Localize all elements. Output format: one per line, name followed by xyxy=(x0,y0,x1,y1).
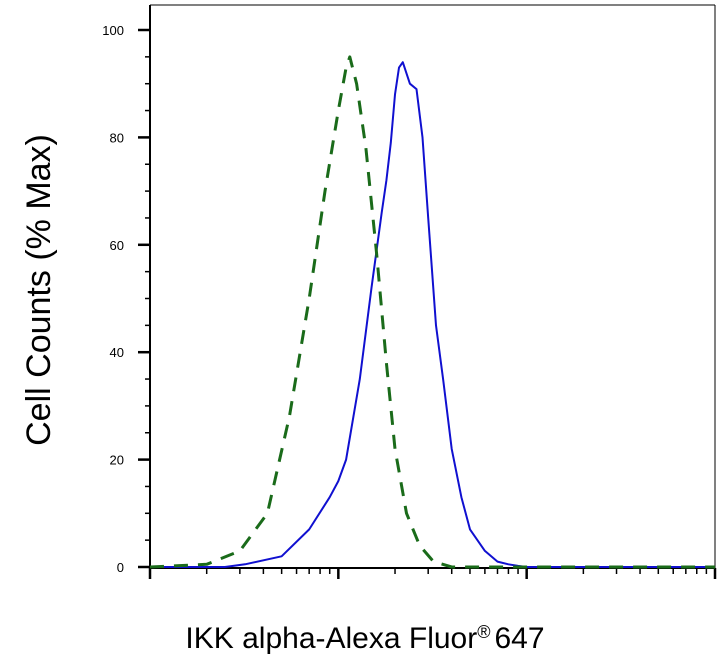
x-axis-title-suffix: 647 xyxy=(495,622,545,655)
y-tick-label: 60 xyxy=(110,238,124,253)
x-axis-title-main: IKK alpha-Alexa Fluor xyxy=(185,622,477,655)
y-axis-ticks: 0 20 40 60 80 100 xyxy=(102,23,150,575)
x-axis-ticks xyxy=(148,568,717,579)
y-tick-label: 40 xyxy=(110,345,124,360)
y-tick-label: 100 xyxy=(102,23,124,38)
series-line-dashed-green xyxy=(149,55,715,569)
x-axis-title: IKK alpha-Alexa Fluor® 647 xyxy=(185,622,544,655)
series-line-solid-blue xyxy=(150,61,715,568)
y-tick-label: 20 xyxy=(110,453,124,468)
series-layer xyxy=(149,55,715,569)
y-tick-label: 0 xyxy=(117,560,124,575)
y-tick-label: 80 xyxy=(110,130,124,145)
x-axis-title-superscript: ® xyxy=(477,622,490,642)
y-axis-title: Cell Counts (% Max) xyxy=(20,134,58,446)
